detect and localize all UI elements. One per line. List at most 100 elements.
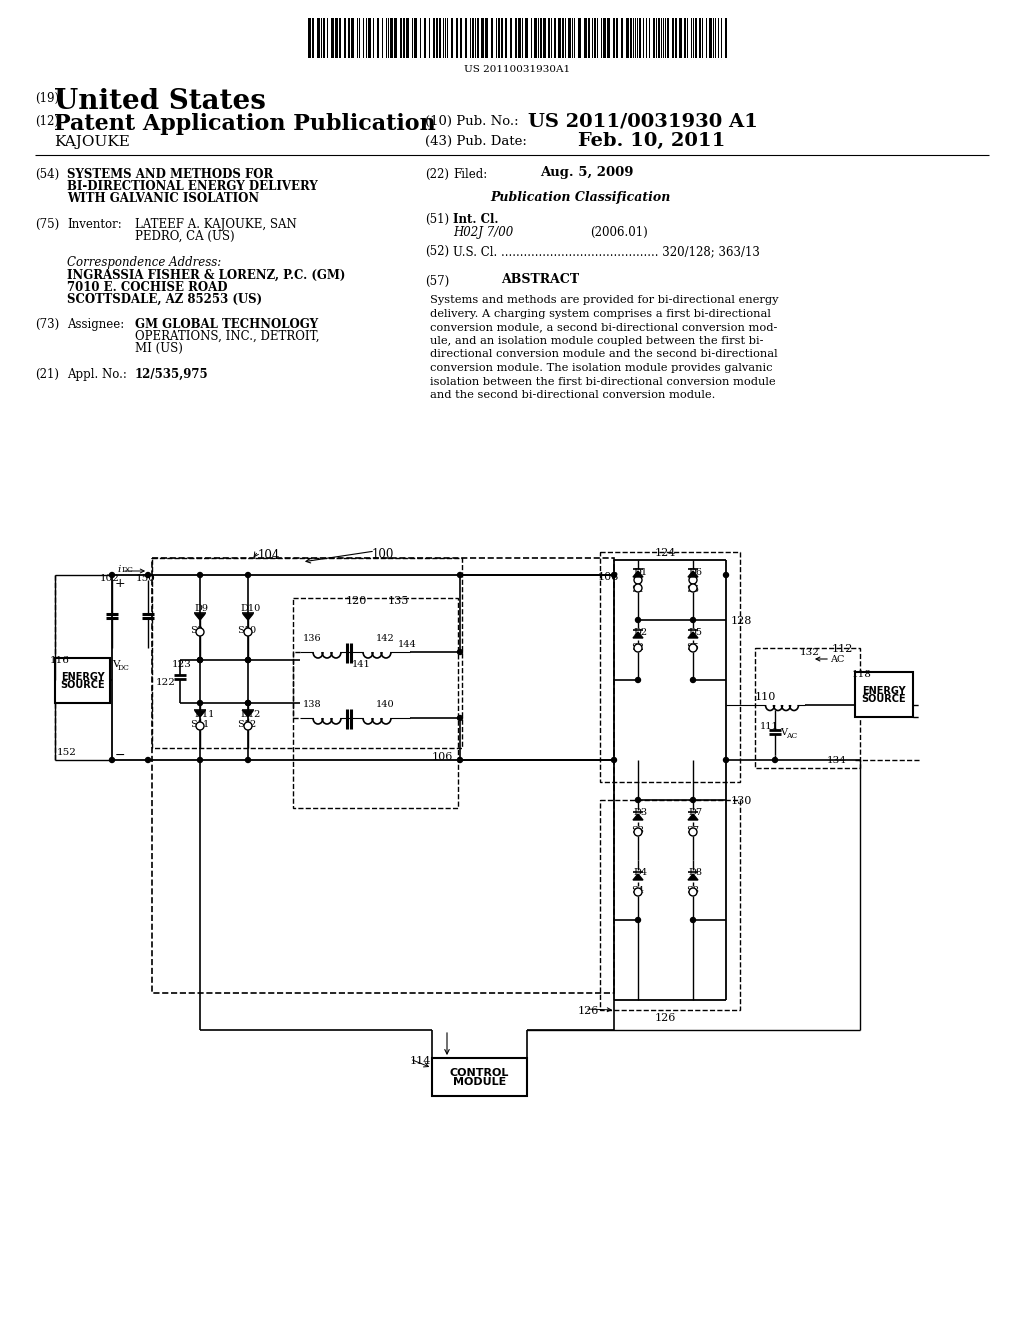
Circle shape — [198, 573, 203, 578]
Circle shape — [611, 573, 616, 578]
Text: SOURCE: SOURCE — [861, 694, 906, 705]
Bar — [433, 18, 435, 58]
Circle shape — [634, 888, 642, 896]
Circle shape — [636, 917, 640, 923]
Circle shape — [196, 722, 204, 730]
Bar — [725, 18, 727, 58]
Circle shape — [196, 628, 204, 636]
Circle shape — [634, 583, 642, 591]
Text: BI-DIRECTIONAL ENERGY DELIVERY: BI-DIRECTIONAL ENERGY DELIVERY — [67, 180, 317, 193]
Text: Publication Classification: Publication Classification — [490, 191, 671, 205]
Text: 104: 104 — [258, 549, 281, 562]
Bar — [525, 18, 528, 58]
Bar — [152, 558, 462, 748]
Circle shape — [689, 576, 697, 583]
Text: 144: 144 — [398, 640, 417, 649]
Text: (10) Pub. No.:: (10) Pub. No.: — [425, 115, 518, 128]
Text: (43) Pub. Date:: (43) Pub. Date: — [425, 135, 527, 148]
Text: SOURCE: SOURCE — [60, 681, 104, 690]
Circle shape — [145, 758, 151, 763]
Circle shape — [636, 618, 640, 623]
Bar — [658, 18, 660, 58]
Text: S6: S6 — [686, 585, 698, 594]
Circle shape — [689, 583, 697, 591]
Text: S10: S10 — [237, 626, 256, 635]
Text: 118: 118 — [852, 671, 871, 678]
Text: SYSTEMS AND METHODS FOR: SYSTEMS AND METHODS FOR — [67, 168, 273, 181]
Circle shape — [198, 657, 203, 663]
Bar — [308, 18, 311, 58]
Bar — [603, 18, 606, 58]
Text: 123: 123 — [172, 660, 191, 669]
Text: 100: 100 — [372, 548, 394, 561]
Text: KAJOUKE: KAJOUKE — [54, 135, 130, 149]
Text: DC: DC — [122, 566, 134, 574]
Text: 132: 132 — [800, 648, 820, 657]
Bar — [490, 18, 493, 58]
Circle shape — [634, 828, 642, 836]
Text: D6: D6 — [688, 568, 702, 577]
Text: +: + — [115, 577, 126, 590]
Text: S5: S5 — [686, 643, 698, 652]
Text: GM GLOBAL TECHNOLOGY: GM GLOBAL TECHNOLOGY — [135, 318, 318, 331]
Polygon shape — [195, 614, 205, 620]
Bar — [439, 18, 441, 58]
Text: United States: United States — [54, 88, 266, 115]
Text: Aug. 5, 2009: Aug. 5, 2009 — [540, 166, 634, 180]
Circle shape — [724, 758, 728, 763]
Text: 140: 140 — [376, 700, 394, 709]
Text: −: − — [115, 748, 126, 762]
Polygon shape — [195, 711, 205, 717]
Text: D2: D2 — [633, 628, 647, 638]
Bar — [568, 18, 571, 58]
Polygon shape — [633, 874, 643, 880]
Text: CONTROL: CONTROL — [450, 1068, 509, 1078]
Polygon shape — [688, 814, 698, 820]
Bar — [562, 18, 564, 58]
Bar — [518, 18, 521, 58]
Bar — [339, 18, 341, 58]
Polygon shape — [633, 814, 643, 820]
Bar — [755, 648, 860, 768]
Polygon shape — [243, 614, 253, 620]
Text: Int. Cl.: Int. Cl. — [453, 213, 499, 226]
Bar — [600, 552, 740, 781]
Bar — [501, 18, 503, 58]
Text: Systems and methods are provided for bi-directional energy
delivery. A charging : Systems and methods are provided for bi-… — [430, 294, 778, 400]
Text: Correspondence Address:: Correspondence Address: — [67, 256, 221, 269]
Bar — [667, 18, 669, 58]
Text: US 2011/0031930 A1: US 2011/0031930 A1 — [528, 112, 758, 129]
Circle shape — [244, 628, 252, 636]
Text: ENERGY: ENERGY — [862, 685, 906, 696]
Bar — [616, 18, 618, 58]
Bar — [351, 18, 354, 58]
Text: (54): (54) — [35, 168, 59, 181]
Text: OPERATIONS, INC., DETROIT,: OPERATIONS, INC., DETROIT, — [135, 330, 319, 343]
Polygon shape — [688, 632, 698, 638]
Polygon shape — [688, 572, 698, 577]
Circle shape — [690, 618, 695, 623]
Text: 108: 108 — [598, 572, 620, 582]
Text: i: i — [117, 565, 121, 574]
Bar — [607, 18, 610, 58]
Text: 114: 114 — [410, 1056, 431, 1067]
Bar — [348, 18, 350, 58]
Circle shape — [634, 576, 642, 583]
Text: AC: AC — [786, 733, 798, 741]
Text: 116: 116 — [50, 656, 70, 665]
Circle shape — [458, 758, 463, 763]
Circle shape — [690, 917, 695, 923]
Bar — [344, 18, 346, 58]
Bar — [403, 18, 406, 58]
Text: (52): (52) — [425, 246, 450, 257]
Circle shape — [724, 573, 728, 578]
Bar — [621, 18, 623, 58]
Bar — [152, 558, 614, 993]
Text: 7010 E. COCHISE ROAD: 7010 E. COCHISE ROAD — [67, 281, 227, 294]
Bar — [684, 18, 686, 58]
Text: (21): (21) — [35, 368, 59, 381]
Text: D1: D1 — [633, 568, 647, 577]
Bar — [477, 18, 479, 58]
Text: S4: S4 — [631, 886, 644, 895]
Circle shape — [458, 715, 463, 721]
